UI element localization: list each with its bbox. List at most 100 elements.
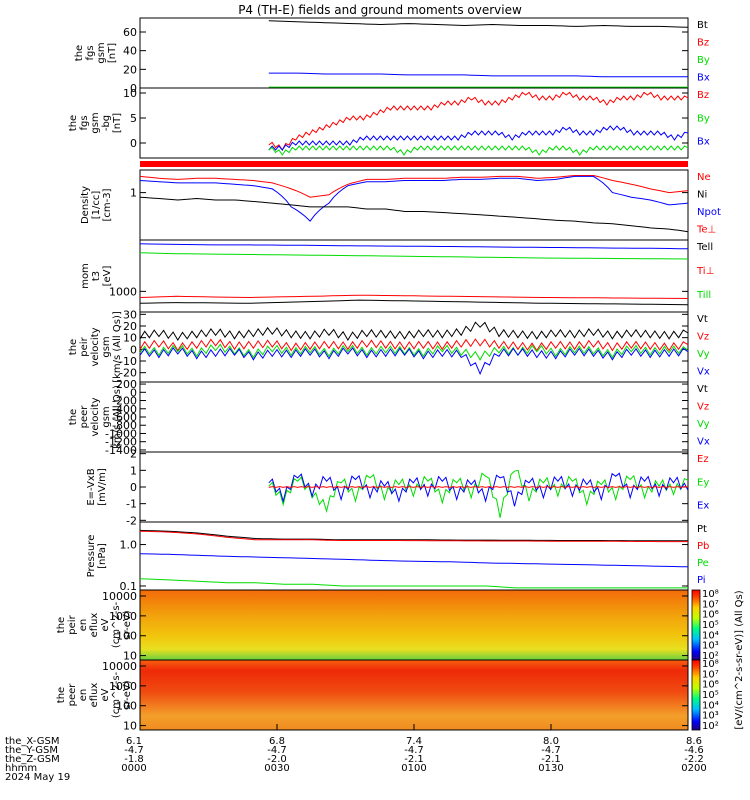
y-tick-label: -1: [126, 498, 137, 511]
series-line-Ni: [139, 196, 689, 233]
legend-entry: Te⊥: [696, 225, 716, 236]
y-axis-label: peer: [67, 683, 78, 707]
legend-entry: Vt: [697, 314, 708, 325]
colorbar-tick-label: 10³: [702, 641, 719, 652]
y-tick-label: 20: [123, 63, 137, 76]
y-axis-label: [nT]: [107, 43, 118, 63]
spectrogram: [140, 590, 688, 660]
separator-bar: [140, 161, 688, 167]
panel-3: 1 Density [1/cc] [cm-3] Ne Ni Npot Te⊥: [80, 169, 721, 241]
legend-entry: Pb: [697, 541, 709, 552]
colorbar-tick-label: 10⁸: [702, 589, 719, 600]
legend-entry: Vz: [697, 332, 709, 343]
y-axis-label: the: [74, 45, 85, 61]
y-axis-label: eflux: [89, 613, 100, 638]
y-axis-label: gsm: [96, 42, 107, 63]
colorbar-tick-label: 10⁴: [702, 700, 719, 711]
y-tick-label: -10: [119, 355, 137, 368]
y-tick-label: 10: [123, 650, 137, 663]
y-axis-label: [nT]: [112, 113, 123, 133]
series-line-Vx: [139, 347, 689, 376]
y-tick-label: 10: [123, 332, 137, 345]
y-axis-label: [mV/m]: [97, 468, 108, 506]
legend-entry: Vy: [697, 349, 710, 360]
panel-frame: [139, 87, 689, 159]
y-axis-label: sr-eV): [122, 610, 133, 639]
y-tick-label: 0: [130, 343, 137, 356]
legend-entry: Tell: [696, 242, 713, 253]
series-line-Vy: [139, 343, 689, 361]
series-line-Ne: [139, 175, 689, 198]
y-axis-label: E=-VxB: [86, 468, 97, 505]
series-line-By: [268, 145, 689, 156]
series-line-Bx: [268, 125, 689, 151]
panel-frame: [139, 17, 689, 89]
legend-entry: Ey: [697, 477, 709, 488]
legend-entry: Bx: [697, 73, 710, 84]
figure-title: P4 (TH-E) fields and ground moments over…: [238, 3, 522, 17]
legend-entry: Till: [696, 290, 711, 301]
x-annotation-label: the_X-GSM: [5, 736, 59, 747]
y-tick-label: 5: [130, 112, 137, 125]
x-annotation-value: 6.1: [126, 736, 142, 747]
y-axis-label: Pressure: [86, 535, 97, 578]
y-tick-label: 0: [130, 386, 137, 399]
legend-entry: Pi: [697, 575, 706, 586]
y-tick-label: 0: [130, 481, 137, 494]
series-line-Ez: [268, 486, 689, 488]
y-axis-label: fgs: [85, 45, 96, 60]
x-annotation-label: 2024 May 19: [5, 772, 70, 783]
y-tick-label: 1.0: [120, 539, 138, 552]
colorbar-tick-label: 10⁵: [702, 620, 719, 631]
y-axis-label: en: [78, 689, 89, 702]
y-tick-label: 10: [123, 87, 137, 100]
y-axis-label: eV: [100, 688, 111, 701]
spectrogram: [140, 660, 688, 730]
colorbar-label: [eV/(cm^2-s-sr-eV)] (All Qs): [734, 590, 745, 729]
series-line-Npot: [139, 175, 689, 222]
y-tick-label: 100: [116, 630, 137, 643]
y-tick-label: -400: [112, 403, 137, 416]
series-line-Pi: [139, 553, 689, 568]
legend-entry: Pe: [697, 558, 709, 569]
x-annotation-value: -2.1: [541, 754, 561, 765]
legend-entry: Npot: [697, 207, 721, 218]
colorbar-tick-label: 10⁶: [702, 680, 719, 691]
y-axis-label: t3: [91, 271, 102, 281]
y-axis-label: [eV]: [102, 266, 113, 287]
x-annotation-value: 0130: [538, 763, 563, 774]
series-line-Tell: [139, 299, 689, 306]
legend-entry: Bt: [697, 20, 708, 31]
y-axis-label: the: [68, 409, 79, 425]
x-annotation-value: 8.0: [543, 736, 559, 747]
legend-entry: Vz: [697, 402, 709, 413]
y-axis-label: mom: [80, 263, 91, 289]
series-line-Pb: [139, 530, 688, 543]
x-annotation-value: -2.0: [267, 754, 287, 765]
y-tick-label: 30: [123, 308, 137, 321]
panel-9: 10000 1000 100 10 the peir en eflux eV (cm^2-s-sr…: [56, 589, 689, 663]
y-tick-label: 60: [123, 26, 137, 39]
series-line-Te⊥: [139, 243, 689, 250]
y-tick-label: -1200: [105, 436, 137, 449]
y-tick-label: 1000: [109, 680, 137, 693]
x-annotation-label: the_Z-GSM: [5, 754, 60, 765]
y-tick-label: -2: [126, 514, 137, 527]
y-axis-label: eflux: [89, 683, 100, 708]
colorbar: [691, 659, 701, 731]
colorbar-tick-label: 10⁶: [702, 610, 719, 621]
y-axis-label: the: [68, 115, 79, 131]
series-line-Till: [139, 252, 689, 260]
x-annotation-value: 0000: [121, 763, 146, 774]
x-annotation-value: 0100: [401, 763, 426, 774]
y-tick-label: 2: [130, 448, 137, 461]
legend-entry: Vx: [697, 437, 710, 448]
y-axis-label: velocity: [90, 397, 101, 436]
y-axis-label: -bg: [101, 115, 112, 131]
y-axis-label: (cm^2-s-: [111, 671, 122, 718]
legend-entry: By: [697, 55, 710, 66]
legend-entry: Vx: [697, 367, 710, 378]
y-tick-label: -20: [119, 367, 137, 380]
series-line-Vt: [139, 321, 689, 341]
